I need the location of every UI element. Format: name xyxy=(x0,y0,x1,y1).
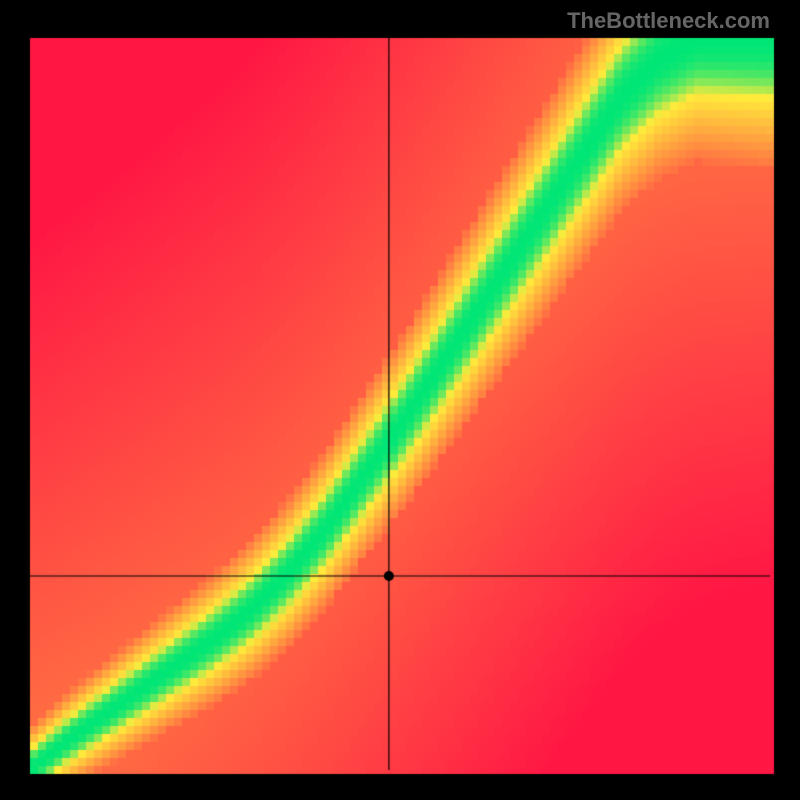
heatmap-canvas xyxy=(0,0,800,800)
watermark-text: TheBottleneck.com xyxy=(567,8,770,34)
chart-container: TheBottleneck.com xyxy=(0,0,800,800)
